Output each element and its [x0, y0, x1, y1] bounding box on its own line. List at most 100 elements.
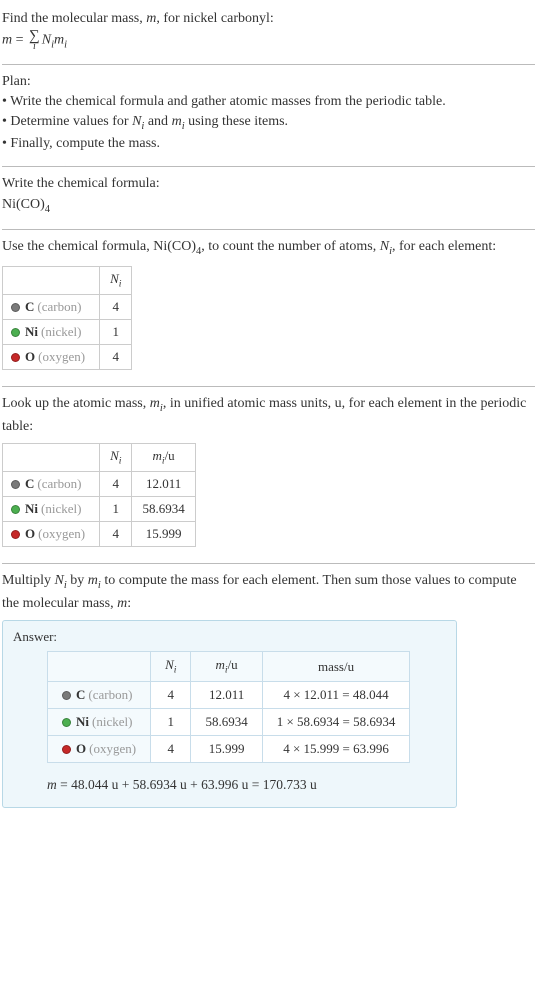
element-cell: Ni(nickel)	[3, 319, 100, 344]
cell-m: 15.999	[132, 521, 195, 546]
element-cell: C(carbon)	[3, 471, 100, 496]
table-header-mass: mass/u	[262, 652, 410, 682]
element-name: (carbon)	[37, 299, 81, 314]
intro-line1: Find the molecular mass, m, for nickel c…	[2, 8, 535, 29]
cell-m: 58.6934	[191, 708, 262, 735]
element-cell: C(carbon)	[3, 294, 100, 319]
cell-N: 4	[100, 471, 132, 496]
table-row: C(carbon)412.0114 × 12.011 = 48.044	[48, 681, 410, 708]
element-dot-icon	[62, 691, 71, 700]
element-cell: Ni(nickel)	[48, 708, 151, 735]
plan-section: Plan: • Write the chemical formula and g…	[2, 67, 535, 164]
table-header-row: Ni mi/u mass/u	[48, 652, 410, 682]
plan-bullet-2: • Determine values for Ni and mi using t…	[2, 112, 535, 134]
plan-bullets: • Write the chemical formula and gather …	[2, 92, 535, 154]
element-name: (oxygen)	[38, 349, 85, 364]
element-cell: Ni(nickel)	[3, 496, 100, 521]
cell-mass: 4 × 12.011 = 48.044	[262, 681, 410, 708]
divider	[2, 166, 535, 167]
table-header-row: Ni	[3, 266, 132, 294]
element-name: (carbon)	[37, 476, 81, 491]
write-formula-section: Write the chemical formula: Ni(CO)4	[2, 169, 535, 228]
lookup-mass-table: Ni mi/u C(carbon)412.011Ni(nickel)158.69…	[2, 443, 196, 547]
element-cell: C(carbon)	[48, 681, 151, 708]
element-name: (carbon)	[88, 687, 132, 702]
element-dot-icon	[11, 353, 20, 362]
element-cell: O(oxygen)	[48, 735, 151, 762]
lookup-mass-text: Look up the atomic mass, mi, in unified …	[2, 393, 535, 438]
cell-N: 1	[151, 708, 191, 735]
cell-m: 15.999	[191, 735, 262, 762]
table-row: O(oxygen)415.999	[3, 521, 196, 546]
final-equation: m = 48.044 u + 58.6934 u + 63.996 u = 17…	[13, 777, 446, 793]
element-symbol: Ni	[25, 501, 38, 516]
count-atoms-section: Use the chemical formula, Ni(CO)4, to co…	[2, 232, 535, 383]
cell-N: 4	[100, 294, 132, 319]
element-symbol: C	[76, 687, 85, 702]
element-name: (nickel)	[41, 501, 81, 516]
table-header-N: Ni	[100, 266, 132, 294]
plan-bullet-1: • Write the chemical formula and gather …	[2, 92, 535, 112]
multiply-section: Multiply Ni by mi to compute the mass fo…	[2, 566, 535, 818]
table-header-blank	[48, 652, 151, 682]
formula-lhs: m	[2, 33, 12, 48]
sigma-icon: ∑i	[29, 29, 40, 52]
cell-m: 58.6934	[132, 496, 195, 521]
divider	[2, 563, 535, 564]
table-header-blank	[3, 444, 100, 472]
plan-heading: Plan:	[2, 71, 535, 92]
element-cell: O(oxygen)	[3, 521, 100, 546]
element-dot-icon	[11, 303, 20, 312]
element-symbol: Ni	[76, 714, 89, 729]
table-row: O(oxygen)415.9994 × 15.999 = 63.996	[48, 735, 410, 762]
count-atoms-table: Ni C(carbon)4Ni(nickel)1O(oxygen)4	[2, 266, 132, 370]
element-symbol: C	[25, 299, 34, 314]
divider	[2, 229, 535, 230]
table-row: C(carbon)412.011	[3, 471, 196, 496]
multiply-text: Multiply Ni by mi to compute the mass fo…	[2, 570, 535, 615]
element-dot-icon	[62, 718, 71, 727]
formula-rhs1: N	[42, 33, 51, 48]
element-symbol: O	[25, 526, 35, 541]
table-header-blank	[3, 266, 100, 294]
intro-line1-var: m	[146, 11, 156, 26]
table-header-row: Ni mi/u	[3, 444, 196, 472]
table-row: Ni(nickel)1	[3, 319, 132, 344]
plan-bullet-3: • Finally, compute the mass.	[2, 134, 535, 154]
element-dot-icon	[11, 480, 20, 489]
element-symbol: C	[25, 476, 34, 491]
cell-N: 1	[100, 496, 132, 521]
intro-formula: m = ∑iNimi	[2, 29, 535, 52]
cell-N: 4	[151, 735, 191, 762]
cell-m: 12.011	[191, 681, 262, 708]
formula-rhs2-sub: i	[64, 40, 67, 51]
table-header-m: mi/u	[191, 652, 262, 682]
answer-label: Answer:	[13, 629, 446, 645]
write-formula-heading: Write the chemical formula:	[2, 173, 535, 194]
table-header-N: Ni	[151, 652, 191, 682]
answer-table: Ni mi/u mass/u C(carbon)412.0114 × 12.01…	[47, 651, 410, 763]
cell-N: 4	[100, 344, 132, 369]
divider	[2, 386, 535, 387]
answer-box: Answer: Ni mi/u mass/u C(carbon)412.0114…	[2, 620, 457, 808]
formula-eq: =	[12, 33, 27, 48]
element-cell: O(oxygen)	[3, 344, 100, 369]
count-atoms-text: Use the chemical formula, Ni(CO)4, to co…	[2, 236, 535, 260]
chemical-formula: Ni(CO)4	[2, 194, 535, 218]
element-dot-icon	[11, 505, 20, 514]
divider	[2, 64, 535, 65]
cell-mass: 4 × 15.999 = 63.996	[262, 735, 410, 762]
intro-line1-pre: Find the molecular mass,	[2, 11, 146, 26]
table-row: O(oxygen)4	[3, 344, 132, 369]
table-row: Ni(nickel)158.6934	[3, 496, 196, 521]
formula-rhs2: m	[54, 33, 64, 48]
intro-line1-post: , for nickel carbonyl:	[156, 11, 273, 26]
cell-N: 4	[100, 521, 132, 546]
element-dot-icon	[11, 530, 20, 539]
element-dot-icon	[62, 745, 71, 754]
element-symbol: Ni	[25, 324, 38, 339]
cell-N: 1	[100, 319, 132, 344]
table-header-N: Ni	[100, 444, 132, 472]
cell-N: 4	[151, 681, 191, 708]
cell-mass: 1 × 58.6934 = 58.6934	[262, 708, 410, 735]
